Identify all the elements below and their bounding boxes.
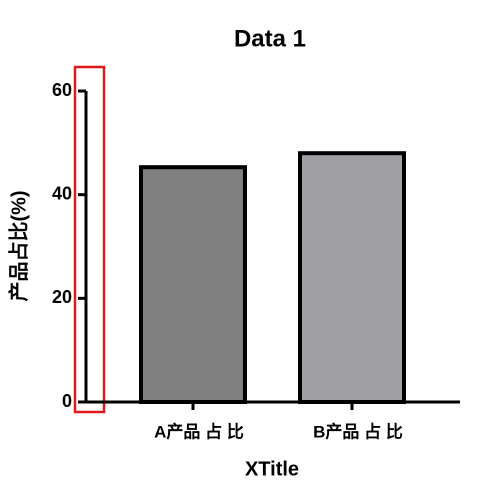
chart-title: Data 1 xyxy=(234,25,306,52)
x-axis-title: XTitle xyxy=(245,458,299,480)
y-tick-label: 40 xyxy=(52,183,72,203)
y-tick-label: 60 xyxy=(52,80,72,100)
x-tick-label: B产品 占 比 xyxy=(313,421,403,441)
highlight-box xyxy=(73,65,106,414)
y-axis-title: 产品占比(%) xyxy=(6,190,30,301)
y-tick-label: 0 xyxy=(62,391,72,411)
y-tick-label: 20 xyxy=(52,287,72,307)
x-tick-label: A产品 占 比 xyxy=(154,421,244,441)
bar xyxy=(139,165,247,404)
bar xyxy=(298,151,406,404)
